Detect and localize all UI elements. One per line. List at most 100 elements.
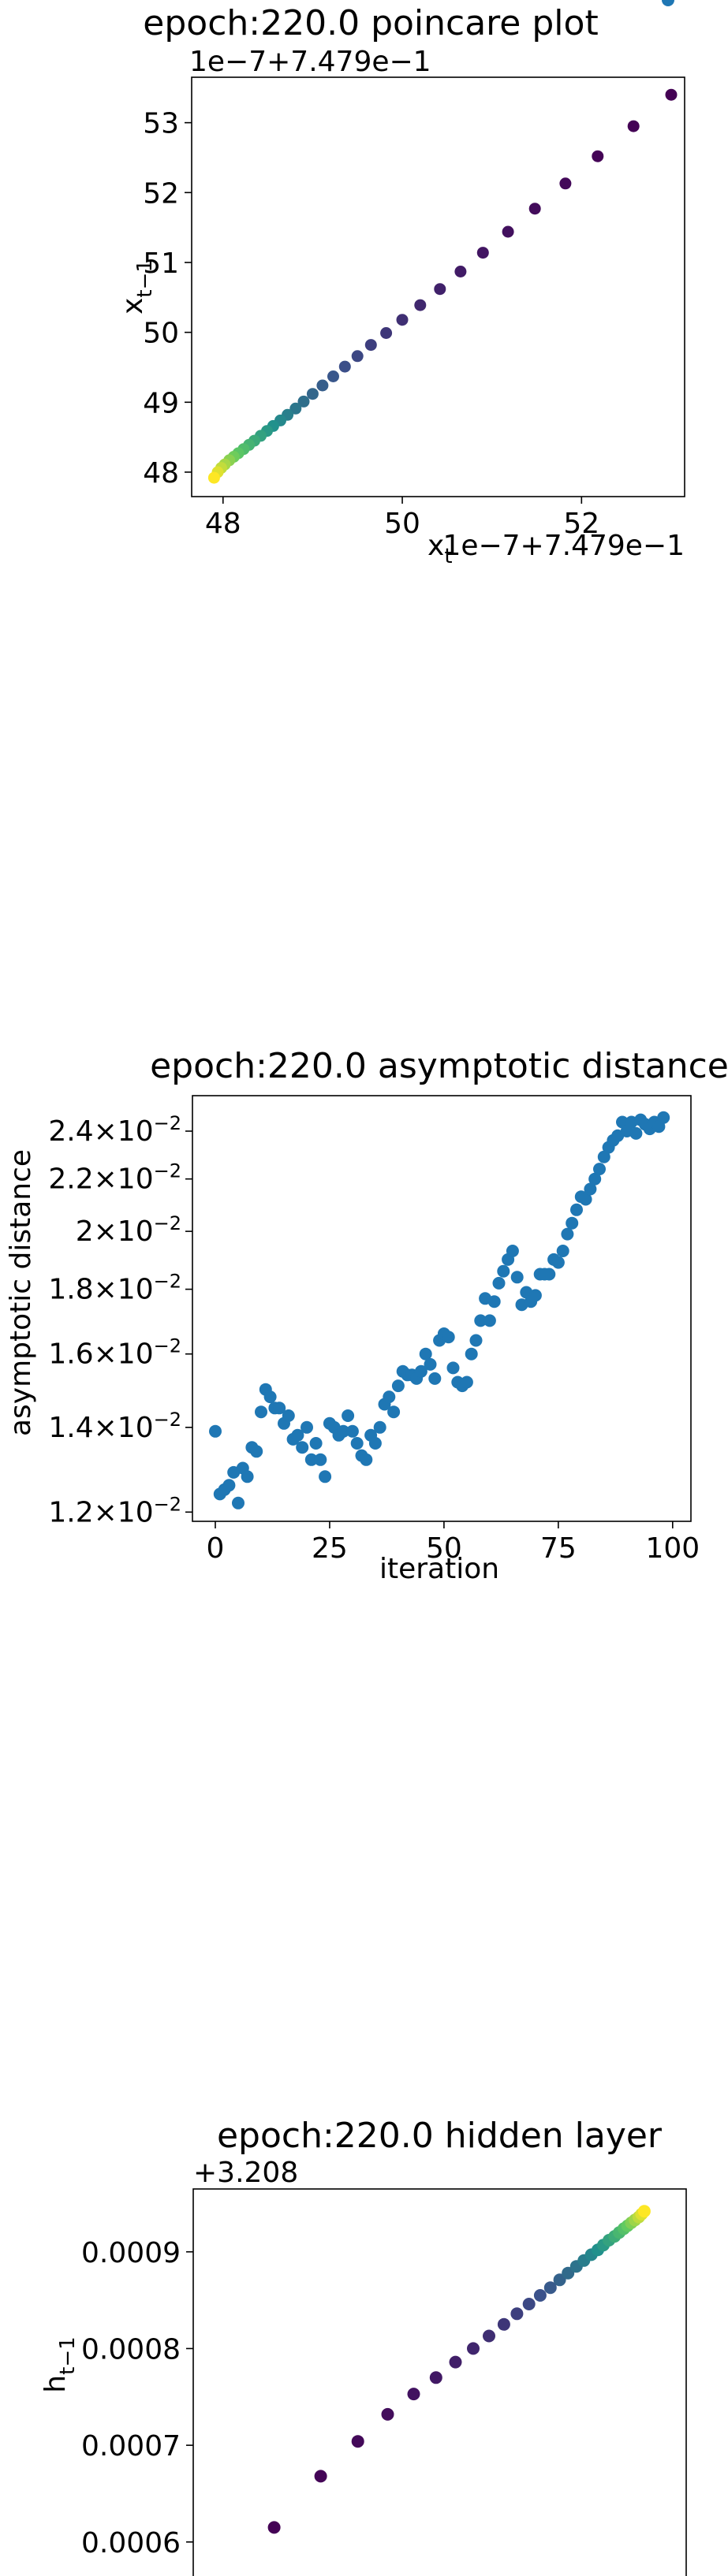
data-point [446,1361,460,1375]
data-point [255,1405,267,1419]
data-point [657,1111,670,1124]
data-point [593,1163,606,1176]
data-point [380,327,393,339]
data-point [497,2317,510,2331]
y-axis-label: ht−1 [39,2336,80,2392]
data-point [209,1424,222,1438]
hidden-layer-plot: epoch:220.0 hidden layer +3.208 0.00060.… [39,2116,687,2576]
data-point [570,1203,583,1216]
x-axis-label: iteration [379,1553,499,1585]
data-point [319,1470,332,1483]
data-point [381,2407,394,2421]
data-point [449,2355,462,2369]
data-point [301,1420,313,1434]
data-point [364,339,377,352]
data-point [483,2329,495,2343]
y-axis: 0.0006 0.0007 0.0008 0.0009 [81,2237,193,2559]
data-point [553,2273,566,2287]
plot-area [191,76,685,497]
chart-title: epoch:220.0 hidden layer [217,2116,663,2156]
data-point [584,1182,597,1196]
y-tick-label: 0.0006 [81,2527,181,2559]
chart-title: epoch:220.0 poincare plot [143,3,598,43]
y-tick-label: 53 [143,108,179,140]
data-point [306,388,319,400]
x-tick-label: 50 [384,508,420,540]
y-tick-label: 2.4×10−2 [48,1112,181,1148]
x-tick-label: 50 [426,1532,462,1565]
data-point [506,1245,519,1257]
y-tick-label: 50 [143,318,179,350]
y-tick-label: 2.2×10−2 [48,1160,181,1196]
x-tick-label: 100 [645,1532,700,1565]
data-point [263,1390,277,1404]
data-point [434,283,446,296]
data-point [289,402,302,415]
y-tick-label: 49 [143,387,179,419]
data-point [559,177,572,190]
data-point [561,1227,574,1241]
data-point [350,1437,364,1450]
x-tick-label: 75 [540,1532,577,1565]
data-point [327,370,339,382]
data-point [465,1347,478,1361]
data-point [351,2435,364,2448]
y-tick-label: 2×10−2 [76,1212,181,1248]
data-point [543,1268,556,1281]
data-point [267,2521,281,2534]
data-point [665,88,678,101]
y-tick-label: 1.6×10−2 [48,1335,181,1371]
data-point [337,1424,350,1438]
x-axis: 48 50 52 [205,497,599,540]
data-point [383,1390,396,1404]
data-points [267,2205,651,2534]
data-point [510,1271,524,1284]
data-point [304,1453,318,1466]
data-point [637,2205,651,2218]
plot-area [192,2188,687,2576]
data-point [597,1150,610,1163]
data-point [338,360,351,373]
data-point [429,2371,442,2384]
data-point [250,1445,263,1458]
data-point [351,350,364,363]
data-point [368,1437,382,1450]
data-point [510,2307,524,2321]
data-point [588,1172,602,1186]
y-axis: 48 49 50 51 52 53 [143,108,192,490]
y-tick-label: 0.0008 [81,2333,181,2366]
data-point [387,1405,401,1419]
data-point [467,2342,480,2355]
data-point [551,1256,565,1269]
y-tick-label: 48 [143,457,179,490]
data-point [424,1357,437,1371]
x-tick-label: 48 [205,508,241,540]
data-point [345,1424,359,1438]
poincare-plot: epoch:220.0 poincare plot 1e−7+7.479e−1 … [117,3,685,568]
data-point [419,1347,432,1361]
data-point [316,379,329,392]
data-point [497,1264,510,1278]
asymptotic-distance-plot: epoch:220.0 asymptotic distance 1.2×10−2… [5,0,728,1585]
x-offset-text: 1e−7+7.479e−1 [442,530,685,562]
y-tick-label: 1.2×10−2 [48,1493,181,1528]
data-point [543,2281,557,2295]
data-point [533,2289,547,2302]
data-point [592,150,604,162]
data-point [309,1437,323,1450]
data-point [556,1245,569,1257]
y-tick-label: 0.0007 [81,2430,181,2462]
data-point [469,1334,483,1347]
data-point [414,1364,427,1378]
data-point [476,247,489,259]
data-points [209,0,674,1509]
x-tick-label: 52 [563,508,599,540]
data-point [662,0,674,6]
y-tick-label: 52 [143,177,179,210]
y-tick-label: 0.0009 [81,2237,181,2269]
data-point [454,266,467,277]
data-point [273,1402,286,1415]
data-point [460,1375,473,1389]
data-point [360,1453,373,1466]
data-point [474,1314,487,1327]
